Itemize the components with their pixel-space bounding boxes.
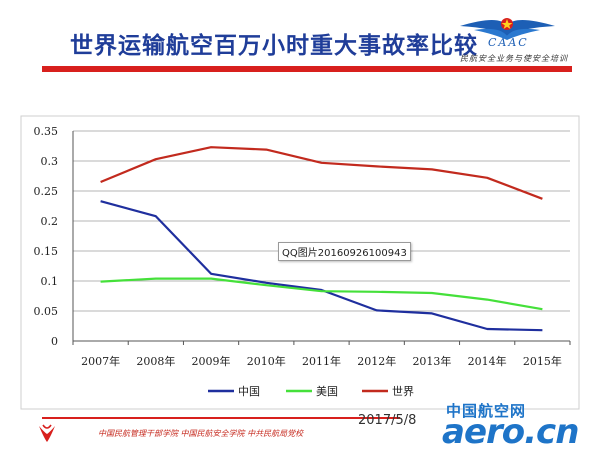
x-tick-label: 2013年 bbox=[412, 354, 451, 368]
academy-logo-icon bbox=[39, 424, 55, 442]
x-tick-label: 2015年 bbox=[523, 354, 562, 368]
legend-label: 美国 bbox=[316, 385, 338, 398]
x-tick-label: 2007年 bbox=[81, 354, 120, 368]
footer-divider bbox=[42, 417, 400, 419]
legend-label: 世界 bbox=[392, 385, 414, 398]
series-line-1 bbox=[100, 277, 543, 311]
logo-text: CAAC bbox=[488, 36, 529, 49]
x-tick-label: 2010年 bbox=[247, 354, 286, 368]
series-line-2 bbox=[100, 146, 543, 200]
title-divider bbox=[42, 66, 572, 72]
line-chart: 0 0.05 0.1 0.15 0.2 0.25 0.3 0.35 2007年 2008年 2009… bbox=[20, 115, 580, 410]
y-tick-label: 0.2 bbox=[41, 215, 59, 228]
caac-wings-icon bbox=[460, 18, 555, 40]
x-tick-label: 2009年 bbox=[192, 354, 231, 368]
watermark-domain: aero.cn bbox=[442, 412, 579, 452]
y-tick-label: 0 bbox=[51, 335, 58, 348]
y-tick-label: 0.35 bbox=[34, 125, 59, 138]
x-tick-label: 2008年 bbox=[136, 354, 175, 368]
series-line-0 bbox=[100, 200, 543, 332]
y-tick-label: 0.3 bbox=[41, 155, 59, 168]
y-tick-label: 0.05 bbox=[34, 305, 59, 318]
y-tick-label: 0.25 bbox=[34, 185, 59, 198]
y-tick-label: 0.15 bbox=[34, 245, 59, 258]
x-tick-label: 2012年 bbox=[357, 354, 396, 368]
chart-area: 0 0.05 0.1 0.15 0.2 0.25 0.3 0.35 2007年 2008年 2009… bbox=[20, 115, 580, 410]
logo-subtitle: 民航安全业务与使安全培训 bbox=[460, 54, 568, 63]
x-tick-label: 2011年 bbox=[302, 354, 341, 368]
image-tooltip: QQ图片20160926100943 bbox=[278, 242, 411, 261]
footer-date: 2017/5/8 bbox=[358, 413, 417, 428]
legend-label: 中国 bbox=[238, 385, 260, 398]
x-tick-label: 2014年 bbox=[468, 354, 507, 368]
y-tick-label: 0.1 bbox=[41, 275, 59, 288]
slide-title: 世界运输航空百万小时重大事故率比较 bbox=[70, 33, 478, 59]
watermark-site-name: 中国航空网 bbox=[446, 402, 527, 420]
footer-institutions: 中国民航管理干部学院 中国民航安全学院 中共民航局党校 bbox=[98, 429, 304, 438]
